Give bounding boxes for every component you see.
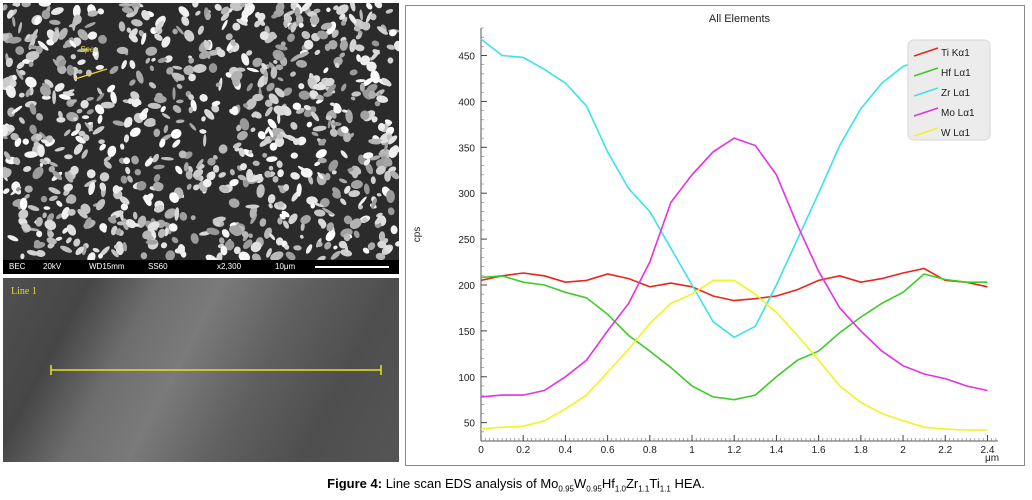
sem-texture [3, 3, 399, 264]
series-line [480, 273, 988, 401]
legend-swatch [913, 67, 939, 77]
x-tick-label: 1.8 [854, 445, 868, 456]
spectrum-marker-label: Spec [80, 45, 99, 54]
legend-swatch [913, 47, 939, 57]
sem-scale-label: 10μm [275, 262, 296, 271]
x-tick-label: 2 [900, 445, 906, 456]
series-line [480, 279, 988, 431]
legend-swatch [913, 127, 939, 137]
series-line [480, 267, 988, 302]
x-axis-label: μm [985, 453, 999, 464]
legend-box [907, 39, 991, 141]
linescan-image: Line 1 [3, 278, 399, 462]
legend-swatch [913, 87, 939, 97]
sem-wd: WD15mm [89, 262, 125, 271]
chart-title: All Elements [709, 13, 771, 25]
chart-svg: All Elements 0 0.2 0.4 0.6 0.8 1 1.2 1.4 1.6 1.8 2 2… [412, 13, 999, 464]
y-axis-label: cps [412, 227, 423, 243]
sem-micrograph: Spec BEC 20kV WD15mm SS60 x2,300 10μm [3, 3, 399, 274]
sem-voltage: 20kV [43, 262, 62, 271]
x-tick-label: 0.6 [601, 445, 615, 456]
line-label: Line 1 [11, 286, 37, 297]
legend-entry: Zr Lα1 [941, 88, 971, 99]
legend-entry: Mo Lα1 [941, 108, 975, 119]
scan-line [50, 365, 382, 375]
y-tick-label: 250 [458, 235, 475, 246]
axes [480, 27, 998, 442]
y-tick-label: 150 [458, 327, 475, 338]
y-tick-label: 400 [458, 97, 475, 108]
x-tick-label: 0.8 [643, 445, 657, 456]
legend-entry: Hf Lα1 [941, 68, 971, 79]
eds-line-chart: All Elements 0 0.2 0.4 0.6 0.8 1 1.2 1.4 1.6 1.8 2 2… [405, 5, 1025, 466]
y-tick-label: 300 [458, 189, 475, 200]
legend-entry: Ti Kα1 [941, 48, 970, 59]
x-tick-label: 0 [478, 445, 484, 456]
sem-mode: BEC [9, 262, 26, 271]
y-tick-label: 50 [464, 419, 476, 430]
series-line [480, 38, 988, 339]
x-tick-label: 0.4 [558, 445, 572, 456]
sem-ss: SS60 [148, 262, 168, 271]
legend-entry: W Lα1 [941, 128, 971, 139]
series-line [480, 137, 988, 398]
x-tick-label: 1.4 [769, 445, 783, 456]
caption-prefix: Figure 4: [327, 476, 383, 491]
caption-text: Line scan EDS analysis of Mo [385, 476, 559, 491]
x-tick-label: 1.2 [727, 445, 741, 456]
y-tick-label: 100 [458, 373, 475, 384]
x-tick-label: 0.2 [516, 445, 530, 456]
x-tick-label: 2.4 [980, 445, 994, 456]
sem-magnification: x2,300 [217, 262, 242, 271]
figure-caption: Figure 4: Line scan EDS analysis of Mo0.… [327, 476, 705, 494]
y-tick-label: 200 [458, 281, 475, 292]
x-tick-label: 2.2 [938, 445, 952, 456]
sem-scale-bar [315, 266, 389, 268]
legend-swatch [913, 107, 939, 117]
y-tick-label: 450 [458, 52, 475, 63]
sem-info-bar: BEC 20kV WD15mm SS60 x2,300 10μm [3, 260, 399, 274]
x-tick-label: 1 [689, 445, 695, 456]
x-tick-label: 1.6 [812, 445, 826, 456]
y-tick-label: 350 [458, 143, 475, 154]
